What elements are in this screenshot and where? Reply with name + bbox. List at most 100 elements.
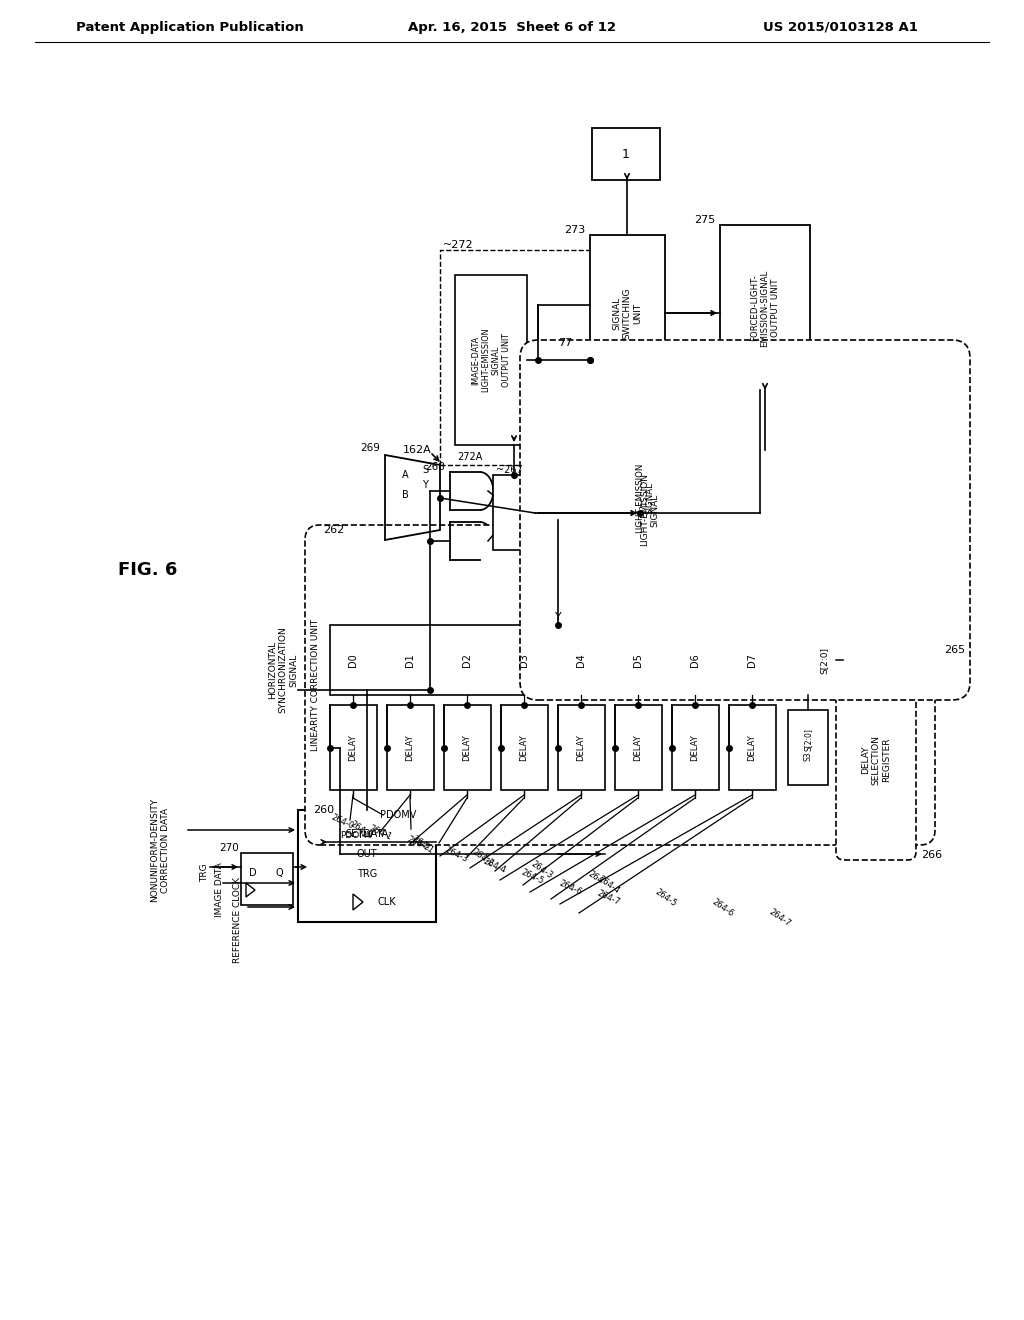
Text: DELAY: DELAY (748, 735, 757, 762)
Text: SETDATA: SETDATA (345, 829, 389, 840)
Text: PDOMV: PDOMV (380, 810, 417, 820)
Text: D3: D3 (519, 653, 529, 667)
Text: 264-1: 264-1 (368, 824, 393, 842)
Text: D1: D1 (406, 653, 415, 667)
Text: 264-1: 264-1 (410, 834, 435, 855)
Text: 264-7: 264-7 (767, 907, 792, 929)
Text: D2: D2 (462, 653, 472, 667)
Text: S3: S3 (804, 751, 812, 760)
Text: LIGHT-EMISSION
SIGNAL: LIGHT-EMISSION SIGNAL (640, 474, 659, 546)
Text: ~267: ~267 (496, 465, 522, 475)
Bar (444, 705, 490, 789)
Text: DELAY: DELAY (519, 735, 528, 762)
Text: 264-4: 264-4 (596, 874, 621, 895)
Bar (330, 624, 843, 696)
Text: 264-4: 264-4 (482, 857, 508, 875)
Text: TRG: TRG (357, 869, 377, 879)
Text: SIGNAL
SWITCHING
UNIT: SIGNAL SWITCHING UNIT (612, 288, 642, 339)
Text: 275: 275 (693, 215, 715, 224)
Text: 273: 273 (564, 224, 585, 235)
Bar (720, 224, 810, 389)
Text: 272A: 272A (457, 451, 482, 462)
Text: LINEARITY CORRECTION UNIT: LINEARITY CORRECTION UNIT (310, 619, 319, 751)
Bar (538, 305, 593, 380)
Bar (615, 705, 662, 789)
Text: PDOMV: PDOMV (340, 830, 373, 840)
Bar (241, 853, 293, 906)
Bar (729, 705, 776, 789)
Text: ~272: ~272 (443, 240, 474, 249)
Text: TRG: TRG (201, 863, 210, 882)
Text: Y: Y (555, 612, 561, 622)
Text: 264-3: 264-3 (529, 859, 554, 880)
Text: S[2:0]: S[2:0] (819, 647, 828, 673)
Text: Apr. 16, 2015  Sheet 6 of 12: Apr. 16, 2015 Sheet 6 of 12 (408, 21, 616, 33)
Text: D4: D4 (575, 653, 586, 667)
Bar (330, 705, 377, 789)
Text: DELAY: DELAY (463, 735, 471, 762)
Text: A: A (401, 470, 409, 480)
Text: LIGHT-EMISSION
SIGNAL: LIGHT-EMISSION SIGNAL (635, 463, 654, 533)
Text: 1: 1 (622, 148, 630, 161)
Text: 264-7: 264-7 (596, 888, 622, 907)
Text: REFERENCE CLOCK: REFERENCE CLOCK (233, 876, 243, 964)
Bar (590, 235, 665, 389)
FancyBboxPatch shape (305, 525, 935, 845)
Text: DELAY: DELAY (690, 735, 699, 762)
Bar (440, 249, 625, 465)
Text: DELAY: DELAY (634, 735, 642, 762)
Text: CLK: CLK (378, 898, 396, 907)
Text: 264-2: 264-2 (470, 847, 495, 869)
Text: US 2015/0103128 A1: US 2015/0103128 A1 (763, 21, 918, 33)
Text: 264-6: 264-6 (710, 898, 735, 919)
Text: DELAY: DELAY (348, 735, 357, 762)
Text: 266: 266 (921, 850, 942, 861)
Text: Patent Application Publication: Patent Application Publication (76, 21, 304, 33)
Text: 268: 268 (425, 462, 445, 473)
Text: 260: 260 (313, 805, 334, 814)
Text: S[2:0]: S[2:0] (804, 729, 812, 751)
Text: Y: Y (422, 480, 428, 490)
Text: 269: 269 (360, 444, 380, 453)
Bar (558, 705, 605, 789)
Text: 264-5: 264-5 (653, 887, 678, 908)
Text: 265: 265 (944, 645, 965, 655)
Text: 270: 270 (219, 843, 239, 853)
Text: 264-2: 264-2 (406, 834, 432, 853)
Text: 264: 264 (586, 870, 604, 886)
Text: 262: 262 (323, 525, 344, 535)
Bar (672, 705, 719, 789)
Text: FIG. 6: FIG. 6 (119, 561, 178, 579)
Bar (788, 710, 828, 785)
Text: Q: Q (275, 869, 283, 878)
Bar (493, 475, 535, 550)
Text: 264-0: 264-0 (348, 820, 373, 841)
Bar (592, 128, 660, 180)
Text: DELAY: DELAY (577, 735, 586, 762)
Text: FORCED-LIGHT-
EMISSION-SIGNAL
OUTPUT UNIT: FORCED-LIGHT- EMISSION-SIGNAL OUTPUT UNI… (751, 269, 780, 347)
Text: IMAGE DATA: IMAGE DATA (215, 863, 224, 917)
Text: DELAY
SELECTION
REGISTER: DELAY SELECTION REGISTER (861, 735, 891, 785)
Text: D6: D6 (690, 653, 700, 667)
Text: DELAY: DELAY (406, 735, 415, 762)
Text: S: S (422, 465, 428, 475)
Text: 264-6: 264-6 (558, 879, 584, 898)
Bar (455, 275, 527, 445)
Text: D5: D5 (633, 653, 643, 667)
Text: 77: 77 (558, 338, 572, 348)
Text: D: D (249, 869, 257, 878)
Text: 264-5: 264-5 (520, 867, 546, 886)
Text: OUT: OUT (356, 849, 377, 859)
Text: 264-3: 264-3 (444, 846, 470, 865)
FancyBboxPatch shape (836, 660, 916, 861)
Text: IMAGE-DATA
LIGHT-EMISSION
SIGNAL
OUTPUT UNIT: IMAGE-DATA LIGHT-EMISSION SIGNAL OUTPUT … (471, 327, 511, 392)
Bar (387, 705, 434, 789)
Bar (501, 705, 548, 789)
Text: B: B (401, 490, 409, 500)
Text: 264-0: 264-0 (330, 813, 355, 832)
Text: D7: D7 (746, 653, 757, 667)
Text: D0: D0 (348, 653, 358, 667)
Text: 162A: 162A (403, 445, 432, 455)
Text: NONUNIFORM-DENSITY
CORRECTION DATA: NONUNIFORM-DENSITY CORRECTION DATA (151, 797, 170, 902)
FancyBboxPatch shape (520, 341, 970, 700)
